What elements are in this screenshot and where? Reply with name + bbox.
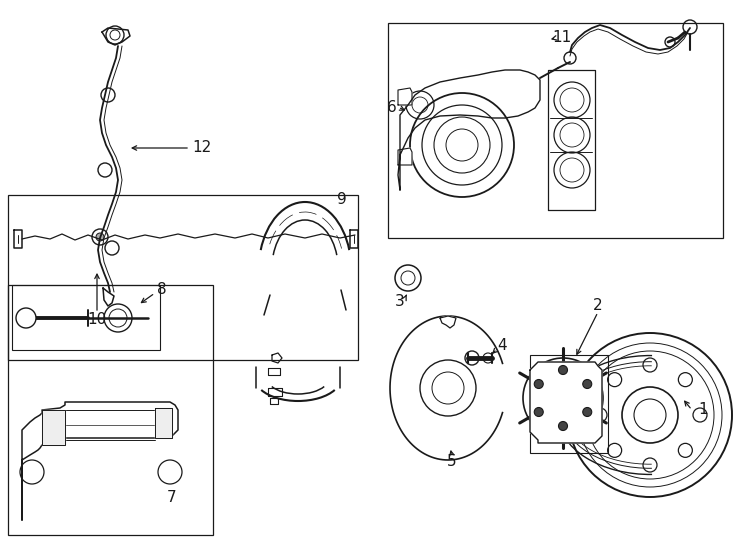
Circle shape <box>534 408 543 416</box>
Text: 4: 4 <box>497 338 506 353</box>
Bar <box>388 23 723 238</box>
Text: 11: 11 <box>553 30 572 45</box>
Text: 3: 3 <box>395 294 405 309</box>
Polygon shape <box>398 70 540 190</box>
Polygon shape <box>22 402 178 520</box>
Text: 5: 5 <box>447 455 457 469</box>
Polygon shape <box>398 148 412 165</box>
Bar <box>530 355 608 453</box>
Text: 1: 1 <box>698 402 708 417</box>
Text: 2: 2 <box>593 298 603 313</box>
Text: 9: 9 <box>337 192 347 207</box>
Polygon shape <box>103 288 114 306</box>
Circle shape <box>559 366 567 375</box>
Circle shape <box>96 233 104 241</box>
Text: 8: 8 <box>157 282 167 298</box>
Bar <box>12 285 160 350</box>
Polygon shape <box>398 88 412 105</box>
Circle shape <box>16 308 36 328</box>
Circle shape <box>534 380 543 388</box>
Bar <box>8 285 213 535</box>
Polygon shape <box>102 28 130 45</box>
Polygon shape <box>42 410 65 445</box>
Circle shape <box>583 380 592 388</box>
Polygon shape <box>440 316 456 328</box>
Polygon shape <box>548 70 595 210</box>
Circle shape <box>559 422 567 430</box>
Bar <box>8 195 358 360</box>
Text: 7: 7 <box>167 489 177 504</box>
Text: 6: 6 <box>387 99 397 114</box>
Text: 10: 10 <box>87 313 106 327</box>
Text: 12: 12 <box>192 140 211 156</box>
Polygon shape <box>155 408 172 438</box>
Circle shape <box>583 408 592 416</box>
Polygon shape <box>530 362 602 443</box>
